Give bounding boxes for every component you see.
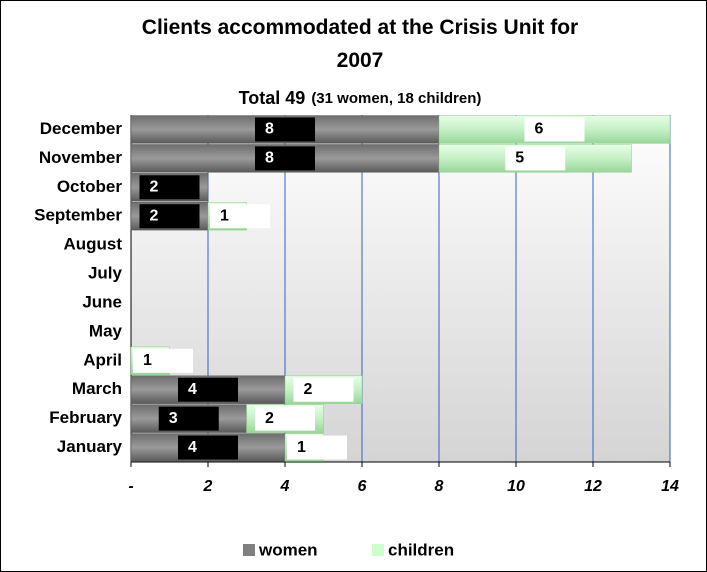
data-label: 4 [188, 439, 197, 456]
grid: -2 4 6 8 10 12 14 [128, 115, 679, 495]
title-line: Clients accommodated at the Crisis Unit … [142, 16, 578, 39]
x-tick-label: 8 [435, 478, 444, 495]
chart-title: Clients accommodated at the Crisis Unit … [142, 16, 578, 72]
x-tick-label: 12 [584, 478, 602, 495]
data-label-box [524, 117, 585, 142]
y-tick-label: June [82, 292, 122, 311]
data-label: 2 [150, 179, 159, 196]
data-label: 2 [304, 381, 313, 398]
y-tick-label: November [39, 148, 123, 167]
data-label-box [255, 406, 315, 431]
data-label-box [158, 406, 219, 431]
x-tick-label: 10 [507, 478, 525, 495]
data-label-box [505, 146, 566, 171]
y-tick-label: December [40, 119, 123, 138]
y-tick-label: October [57, 177, 123, 196]
data-label-box [133, 348, 193, 373]
data-label-box [255, 117, 315, 142]
y-tick-label: September [34, 206, 122, 225]
data-label: 1 [297, 439, 306, 456]
x-tick-label: 4 [280, 478, 290, 495]
plot-area [131, 115, 670, 462]
labels: January 4 1 February 3 2 March 4 2 April 1 May June J… [34, 117, 585, 460]
y-tick-label: July [88, 264, 123, 283]
x-tick-label: - [128, 478, 133, 495]
data-label: 5 [515, 150, 524, 167]
data-label-box [139, 204, 200, 229]
y-tick-label: April [83, 350, 122, 369]
data-label-box [178, 377, 238, 402]
data-label: 1 [220, 207, 229, 224]
data-label-box [255, 146, 315, 171]
legend-swatch [372, 544, 384, 556]
legend-label: women [258, 540, 318, 559]
y-tick-label: August [63, 235, 122, 254]
data-label: 4 [188, 381, 197, 398]
data-label-box [293, 377, 354, 402]
data-label: 6 [535, 121, 544, 138]
y-tick-label: January [57, 437, 123, 456]
subtitle: Total 49 (31 women, 18 children) [239, 88, 482, 108]
subtitle-main: Total 49 [239, 88, 306, 108]
y-tick-label: May [89, 321, 123, 340]
x-tick-label: 14 [661, 478, 679, 495]
data-label-box [178, 435, 238, 460]
data-label: 2 [265, 410, 274, 427]
y-tick-label: March [72, 379, 122, 398]
x-tick-label: 6 [358, 478, 367, 495]
data-label-box [210, 204, 270, 229]
data-label-box [287, 435, 347, 460]
data-label-box [139, 175, 200, 200]
data-label: 3 [169, 410, 178, 427]
data-label: 8 [265, 150, 274, 167]
x-tick-label: 2 [203, 478, 213, 495]
title-line: 2007 [337, 49, 384, 72]
legend-label: children [388, 540, 454, 559]
subtitle-note: (31 women, 18 children) [311, 90, 481, 107]
data-label: 2 [150, 207, 159, 224]
y-tick-label: February [49, 408, 122, 427]
legend-swatch [243, 544, 255, 556]
data-label: 1 [143, 352, 152, 369]
data-label: 8 [265, 121, 274, 138]
